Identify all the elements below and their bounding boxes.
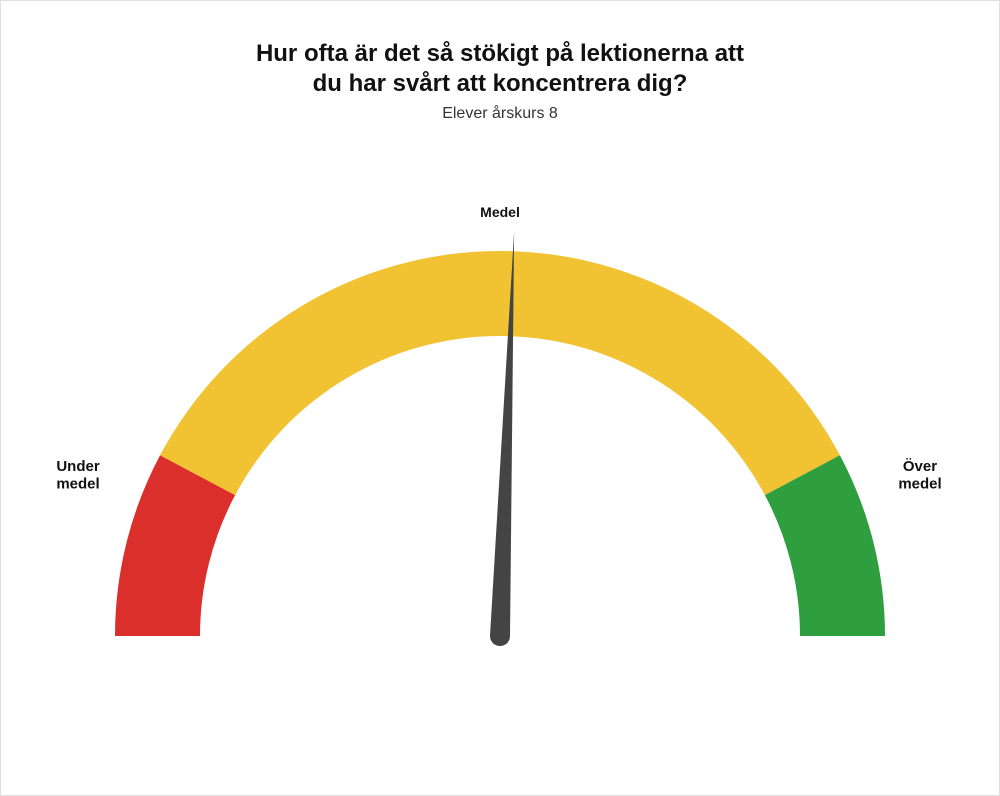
gauge-segment-1 bbox=[160, 251, 840, 495]
title-line-1: Hur ofta är det så stökigt på lektionern… bbox=[1, 39, 999, 69]
subtitle: Elever årskurs 8 bbox=[1, 105, 999, 123]
gauge-label-top: Medel bbox=[480, 204, 520, 220]
gauge-container: Undermedel Medel Övermedel bbox=[1, 161, 999, 721]
gauge-label-left: Undermedel bbox=[56, 458, 100, 492]
gauge-pivot bbox=[490, 626, 510, 646]
title-block: Hur ofta är det så stökigt på lektionern… bbox=[1, 39, 999, 123]
title-line-2: du har svårt att koncentrera dig? bbox=[1, 69, 999, 99]
gauge-chart: Undermedel Medel Övermedel bbox=[30, 161, 970, 721]
gauge-label-right: Övermedel bbox=[898, 458, 941, 492]
chart-frame: { "title": { "line1": "Hur ofta är det s… bbox=[0, 0, 1000, 796]
